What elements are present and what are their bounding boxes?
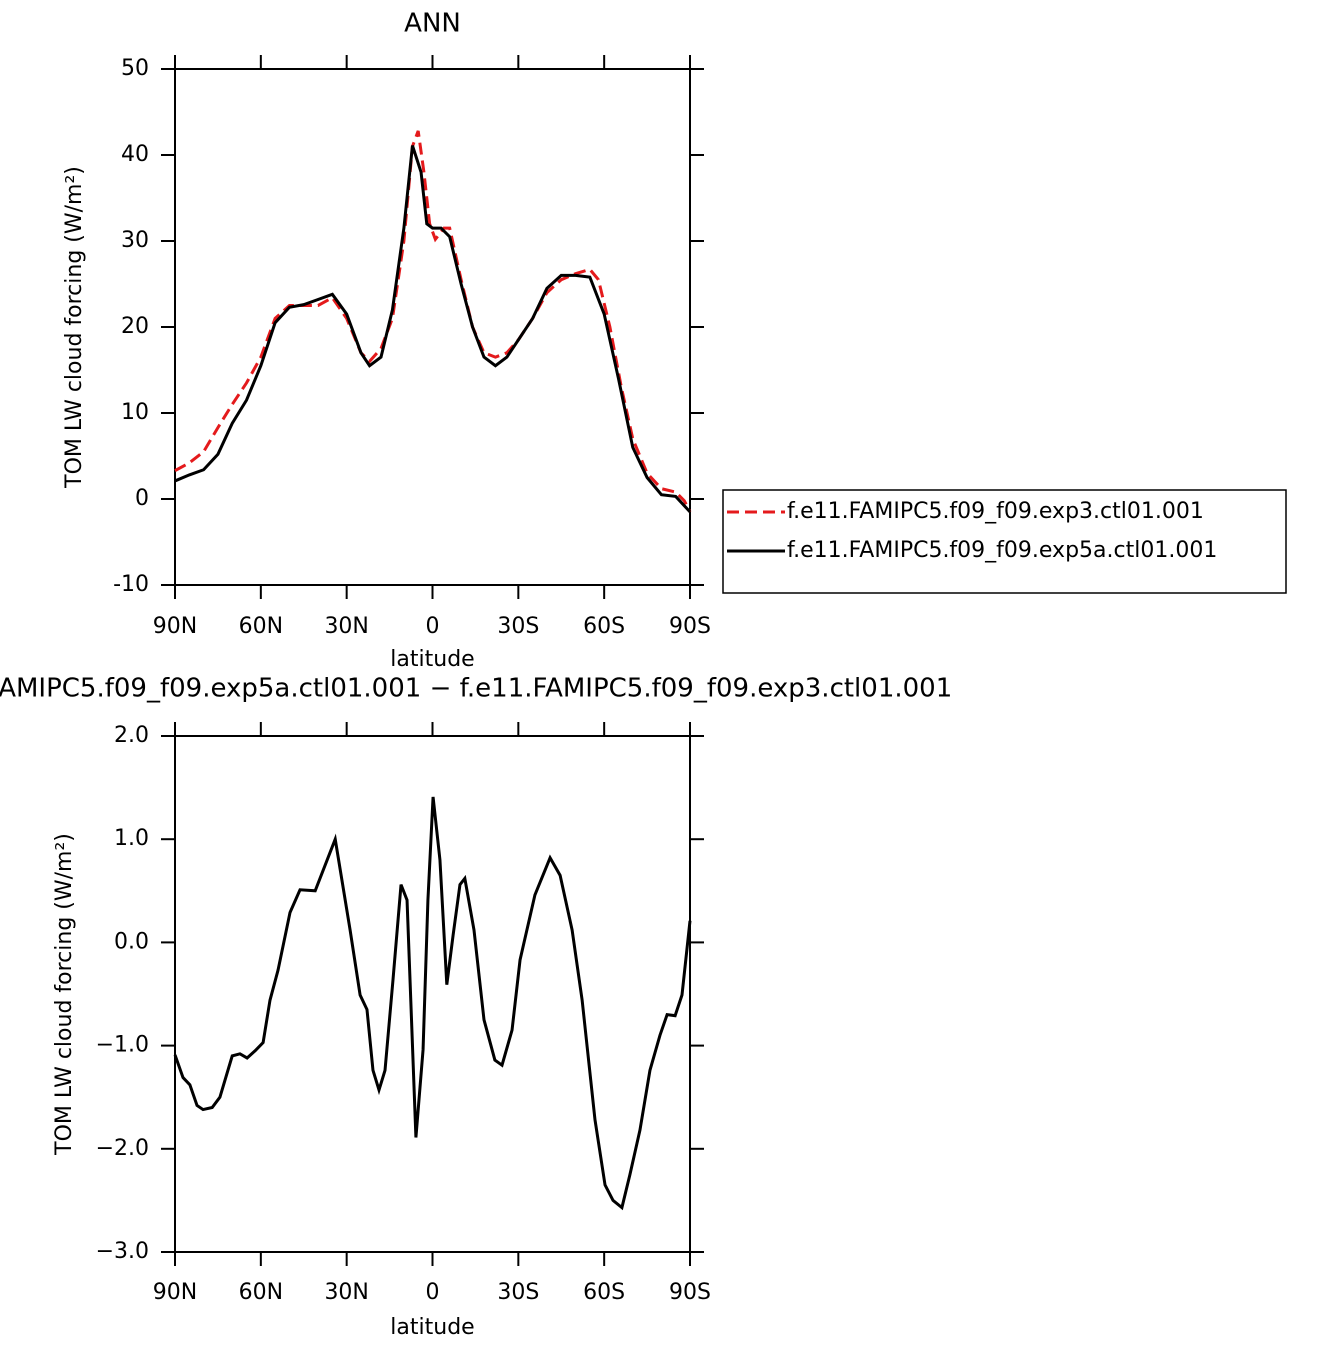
- x-tick-label: 30N: [324, 1280, 368, 1305]
- line-series: [174, 145, 692, 513]
- x-tick-label: 30N: [324, 614, 368, 639]
- y-axis-label: TOM LW cloud forcing (W/m²): [62, 166, 87, 489]
- y-tick-label: 40: [121, 142, 149, 167]
- y-tick-label: −1.0: [96, 1033, 149, 1058]
- x-tick-label: 90S: [669, 614, 711, 639]
- line-series: [174, 130, 692, 513]
- y-tick-label: -10: [113, 572, 149, 597]
- y-tick-label: 0.0: [114, 929, 149, 954]
- plot-frame: [174, 68, 691, 586]
- chart-title: ANN: [404, 9, 461, 39]
- x-axis-label: latitude: [390, 1315, 474, 1340]
- x-tick-label: 90N: [153, 614, 197, 639]
- y-tick-label: 30: [121, 228, 149, 253]
- y-tick-label: −3.0: [96, 1239, 149, 1264]
- x-tick-label: 0: [426, 1280, 440, 1305]
- y-tick-label: 20: [121, 314, 149, 339]
- x-axis-label: latitude: [390, 647, 474, 672]
- x-tick-label: 60N: [239, 614, 283, 639]
- chart: ANN latitude TOM LW cloud forcing (W/m²) 90…: [62, 9, 1287, 672]
- legend-label: f.e11.FAMIPC5.f09_f09.exp3.ctl01.001: [787, 499, 1204, 524]
- y-tick-label: 10: [121, 400, 149, 425]
- x-tick-label: 90N: [153, 1280, 197, 1305]
- x-tick-label: 30S: [497, 1280, 539, 1305]
- chart: f.e11.FAMIPC5.f09_f09.exp5a.ctl01.001 − …: [0, 674, 952, 1341]
- y-tick-label: 2.0: [114, 723, 149, 748]
- y-tick-label: 0: [135, 486, 149, 511]
- chart-title: f.e11.FAMIPC5.f09_f09.exp5a.ctl01.001 − …: [0, 674, 952, 704]
- x-tick-label: 60S: [583, 1280, 625, 1305]
- x-tick-label: 90S: [669, 1280, 711, 1305]
- x-tick-label: 30S: [497, 614, 539, 639]
- y-axis-label: TOM LW cloud forcing (W/m²): [52, 833, 77, 1156]
- y-tick-label: −2.0: [96, 1136, 149, 1161]
- line-series: [173, 796, 692, 1211]
- y-tick-label: 50: [121, 56, 149, 81]
- x-tick-label: 60N: [239, 1280, 283, 1305]
- y-tick-label: 1.0: [114, 826, 149, 851]
- legend-box: [722, 489, 1287, 594]
- x-tick-label: 60S: [583, 614, 625, 639]
- x-tick-label: 0: [426, 614, 440, 639]
- legend-label: f.e11.FAMIPC5.f09_f09.exp5a.ctl01.001: [787, 538, 1217, 563]
